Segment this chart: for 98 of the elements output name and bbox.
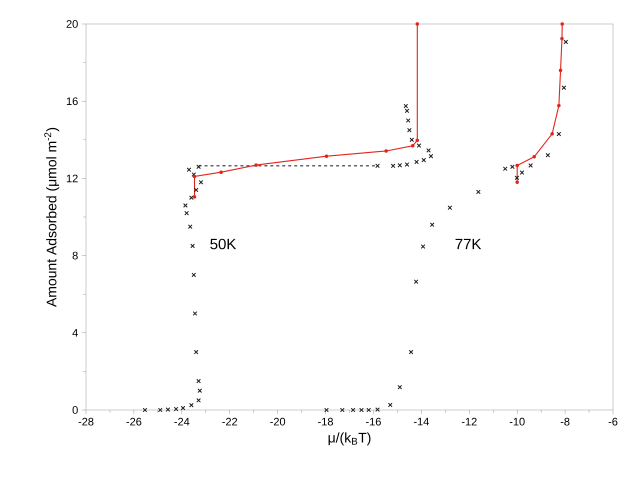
point <box>397 162 402 168</box>
y-tick-label: 4 <box>72 329 78 337</box>
point <box>416 22 420 26</box>
point <box>388 402 393 408</box>
x-tick-label: -10 <box>510 418 525 426</box>
x-tick-label: -14 <box>414 418 429 426</box>
point <box>416 138 420 142</box>
x-axis-title: μ/(k$_{B}$T) <box>328 432 370 446</box>
point <box>407 128 412 132</box>
point <box>515 180 519 184</box>
y-tick-label: 0 <box>72 406 78 414</box>
point <box>546 152 550 158</box>
point <box>406 118 411 123</box>
point <box>510 164 515 170</box>
point <box>390 164 396 168</box>
point <box>186 167 192 172</box>
point <box>174 406 178 412</box>
x-tick-label: -22 <box>222 418 238 426</box>
point <box>359 408 364 412</box>
point <box>428 154 434 159</box>
point <box>558 68 562 72</box>
point <box>183 203 188 208</box>
point <box>514 175 520 180</box>
point <box>189 195 194 200</box>
point <box>340 408 345 412</box>
x-tick-label: -8 <box>560 418 570 426</box>
point <box>502 166 508 172</box>
point <box>142 408 148 412</box>
point <box>324 408 329 412</box>
point <box>384 149 388 153</box>
point <box>196 378 201 384</box>
point <box>562 85 566 90</box>
x-tick-label: -28 <box>78 418 94 426</box>
point <box>528 163 533 168</box>
point <box>192 311 198 316</box>
point <box>188 224 193 229</box>
point <box>366 408 371 412</box>
annotation: 50K <box>210 238 236 250</box>
x-tick-label: -20 <box>270 418 286 426</box>
point <box>404 108 410 114</box>
point <box>420 244 426 249</box>
point <box>515 164 519 168</box>
point <box>560 36 564 40</box>
point <box>196 398 201 403</box>
point <box>192 195 196 199</box>
point <box>421 158 426 162</box>
point <box>403 104 408 108</box>
point <box>196 164 201 170</box>
point <box>410 144 414 148</box>
point <box>409 137 414 142</box>
point <box>198 180 204 185</box>
point <box>194 188 199 192</box>
point <box>560 22 564 26</box>
point <box>197 388 202 394</box>
point <box>430 222 434 228</box>
x-tick-label: -26 <box>126 418 142 426</box>
point <box>192 174 196 178</box>
x-tick-label: -12 <box>462 418 477 426</box>
y-axis-title: Amount Adsorbed (μmol m$^{-2}$) <box>44 128 60 307</box>
point <box>476 190 481 194</box>
point <box>191 272 196 278</box>
point <box>158 408 163 412</box>
y-tick-label: 16 <box>66 97 78 106</box>
point <box>375 407 380 412</box>
point <box>520 170 524 175</box>
point <box>556 132 562 136</box>
x-tick-label: -16 <box>366 418 381 426</box>
point <box>414 160 419 164</box>
point <box>550 132 554 136</box>
point <box>426 148 431 153</box>
point <box>219 170 223 174</box>
point <box>324 154 328 158</box>
point <box>189 402 194 408</box>
point <box>416 143 422 148</box>
point <box>180 406 186 410</box>
point <box>194 350 199 354</box>
point <box>397 384 402 390</box>
point <box>448 205 452 210</box>
x-tick-label: -24 <box>174 418 190 426</box>
y-tick-label: 20 <box>66 20 78 28</box>
point <box>375 164 380 168</box>
point <box>408 350 414 354</box>
point <box>563 40 568 44</box>
point <box>184 210 189 216</box>
point <box>166 407 170 412</box>
point <box>254 163 258 167</box>
x-tick-label: -18 <box>318 418 333 426</box>
y-tick-label: 8 <box>72 252 78 260</box>
point <box>414 279 418 284</box>
point <box>350 408 356 412</box>
point <box>557 104 561 108</box>
point <box>532 155 536 159</box>
point <box>191 172 196 177</box>
y-tick-label: 12 <box>66 174 78 182</box>
point <box>190 244 195 248</box>
point <box>404 162 410 167</box>
annotation: 77K <box>456 238 482 250</box>
x-tick-label: -6 <box>608 418 618 426</box>
